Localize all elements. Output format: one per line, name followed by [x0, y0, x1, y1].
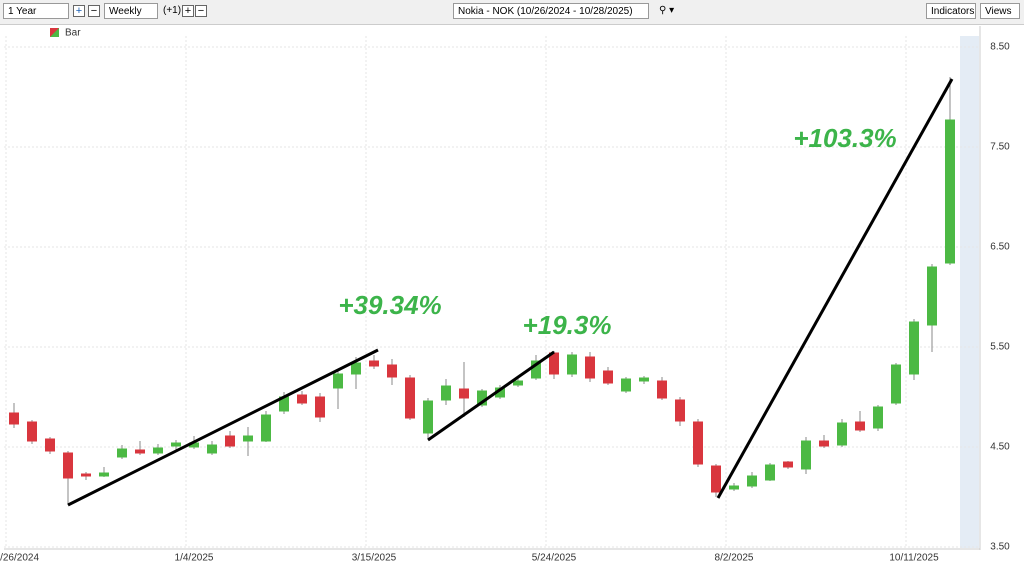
trend-line: [716, 78, 954, 499]
candle-body: [459, 388, 469, 399]
candle-body: [711, 465, 721, 493]
candle-body: [297, 394, 307, 404]
trend-line: [67, 348, 379, 507]
zoom-out[interactable]: −: [88, 5, 100, 17]
y-tick-label: 3.50: [990, 542, 1010, 553]
zoom-in[interactable]: +: [73, 5, 85, 17]
legend-label: Bar: [65, 28, 81, 39]
candle-body: [909, 321, 919, 375]
x-tick-label: 10/11/2025: [889, 553, 939, 564]
x-tick-label: 1/4/2025: [175, 553, 214, 564]
candle-body: [729, 485, 739, 490]
candle-body: [243, 435, 253, 442]
interval-select[interactable]: Weekly: [104, 3, 158, 19]
projection-band: [960, 36, 979, 548]
candle-body: [639, 377, 649, 382]
candle-body: [819, 440, 829, 447]
candle-body: [675, 399, 685, 422]
range-select[interactable]: 1 Year: [3, 3, 69, 19]
symbol-field[interactable]: Nokia - NOK (10/26/2024 - 10/28/2025): [453, 3, 649, 19]
candle-body: [9, 412, 19, 425]
candle-body: [765, 464, 775, 481]
candle-body: [207, 444, 217, 454]
y-tick-label: 8.50: [990, 42, 1010, 53]
candle-body: [873, 406, 883, 429]
candle-body: [693, 421, 703, 465]
candle-body: [261, 414, 271, 442]
annotation: +19.3%: [523, 310, 612, 340]
candle-body: [855, 421, 865, 431]
candle-body: [927, 266, 937, 326]
x-tick-label: 10/26/2024: [0, 553, 39, 564]
y-tick-label: 7.50: [990, 142, 1010, 153]
candle-body: [351, 362, 361, 375]
candle-body: [45, 438, 55, 452]
offset-plus[interactable]: +: [182, 5, 194, 17]
y-tick-label: 4.50: [990, 442, 1010, 453]
candle-body: [27, 421, 37, 442]
candle-body: [171, 442, 181, 447]
candle-body: [405, 377, 415, 419]
candle-body: [387, 364, 397, 378]
candle-body: [423, 400, 433, 434]
candle-body: [657, 380, 667, 399]
search-icon[interactable]: ⚲ ▾: [659, 5, 675, 16]
candle-body: [513, 380, 523, 386]
candle-body: [99, 472, 109, 477]
legend-icon-up: [50, 28, 59, 37]
candle-body: [549, 352, 559, 375]
trend-line: [427, 350, 555, 442]
candle-body: [747, 475, 757, 487]
candle-body: [369, 360, 379, 367]
offset: (+1): [163, 5, 182, 16]
candle-body: [135, 449, 145, 454]
views-button[interactable]: Views: [980, 3, 1020, 19]
candle-body: [783, 461, 793, 468]
x-tick-label: 5/24/2025: [532, 553, 577, 564]
candle-body: [621, 378, 631, 392]
candle-body: [441, 385, 451, 401]
candle-body: [801, 440, 811, 470]
candle-body: [603, 370, 613, 384]
candle-body: [945, 119, 955, 264]
candle-body: [837, 422, 847, 446]
toolbar: 1 Year + − Weekly (+1) + − Nokia - NOK (…: [0, 0, 1024, 25]
candle-body: [585, 356, 595, 379]
annotation: +39.34%: [338, 290, 441, 320]
candle-body: [63, 452, 73, 479]
y-tick-label: 5.50: [990, 342, 1010, 353]
candle-body: [81, 473, 91, 477]
candle-body: [567, 354, 577, 375]
candle-body: [315, 396, 325, 418]
candle-body: [225, 435, 235, 447]
candle-body: [153, 447, 163, 454]
x-tick-label: 3/15/2025: [352, 553, 397, 564]
annotation: +103.3%: [793, 123, 896, 153]
candle-body: [117, 448, 127, 458]
x-tick-label: 8/2/2025: [715, 553, 754, 564]
candle-body: [891, 364, 901, 404]
candle-body: [333, 373, 343, 389]
indicators-button[interactable]: Indicators: [926, 3, 976, 19]
axis-panel: [980, 26, 1024, 570]
y-tick-label: 6.50: [990, 242, 1010, 253]
offset-minus[interactable]: −: [195, 5, 207, 17]
